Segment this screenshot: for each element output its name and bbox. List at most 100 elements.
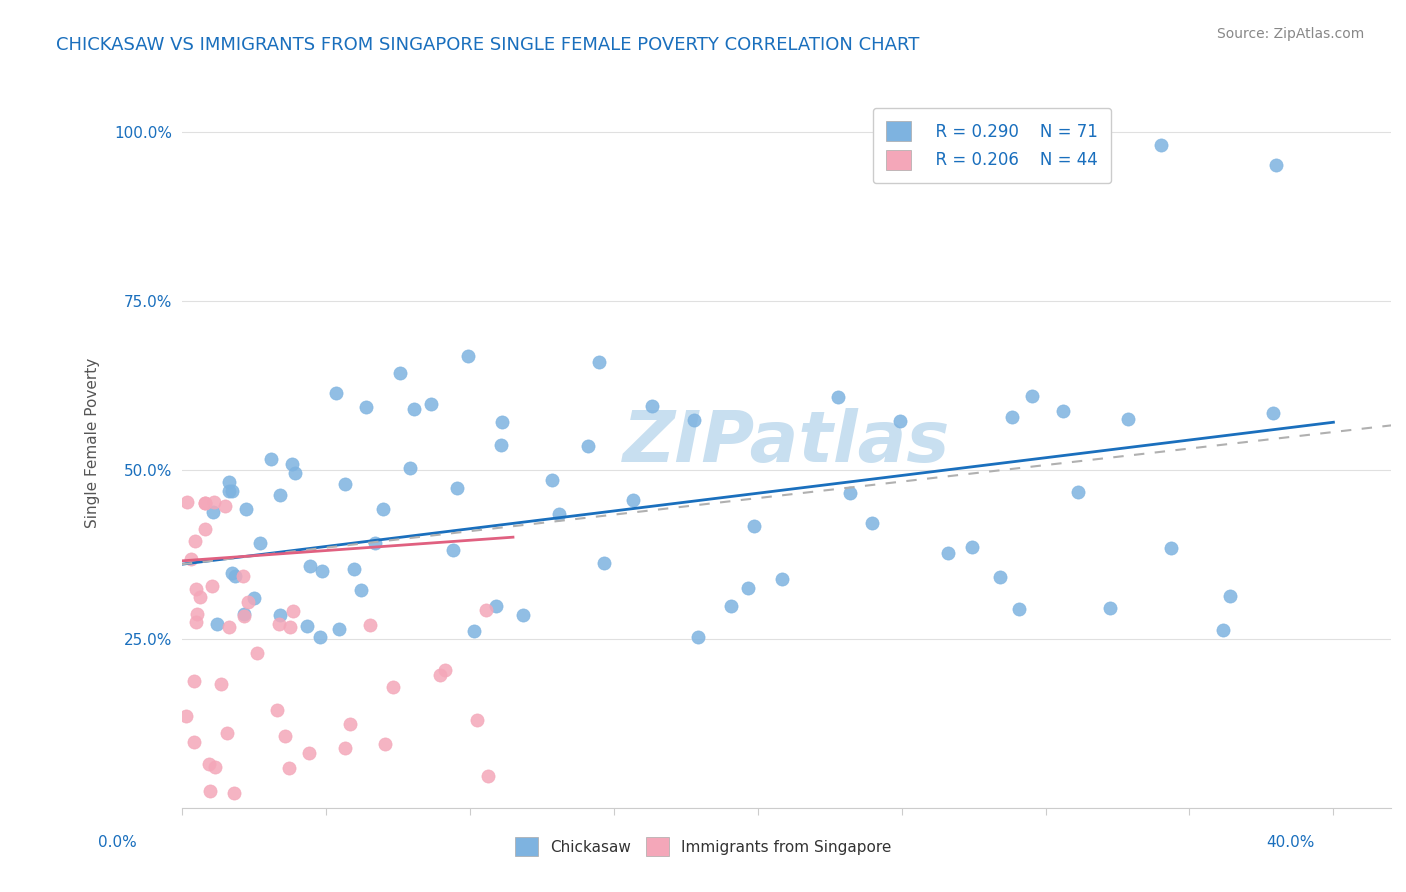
Point [198,756,221,771]
Text: Source: ZipAtlas.com: Source: ZipAtlas.com [1216,27,1364,41]
Point [512,608,534,623]
Point [467,713,489,727]
Point [183,734,205,748]
Point [827,390,849,404]
Point [489,438,512,452]
Point [402,401,425,416]
Point [273,730,295,744]
Point [374,737,396,751]
Point [278,620,301,634]
Point [988,570,1011,584]
Point [399,460,422,475]
Point [333,476,356,491]
Point [298,746,321,760]
Point [742,518,765,533]
Point [200,784,222,798]
Point [373,501,395,516]
Point [188,591,211,605]
Point [592,556,614,570]
Point [491,415,513,429]
Point [214,500,236,514]
Point [938,546,960,560]
Point [194,496,217,510]
Point [218,619,240,633]
Point [221,483,243,498]
Point [389,367,412,381]
Point [457,349,479,363]
Point [183,534,205,549]
Point [720,599,742,614]
Point [201,579,224,593]
Text: 0.0%: 0.0% [98,836,138,850]
Point [202,505,225,519]
Point [328,622,350,636]
Point [207,616,229,631]
Point [224,786,246,800]
Point [277,761,299,775]
Point [343,562,366,576]
Point [246,646,269,660]
Point [682,413,704,427]
Point [1264,158,1286,172]
Point [221,566,243,580]
Point [269,608,291,623]
Point [194,522,217,536]
Point [243,591,266,606]
Point [1160,541,1182,556]
Point [224,568,246,582]
Point [325,385,347,400]
Point [193,496,215,510]
Point [541,473,564,487]
Point [350,582,373,597]
Point [260,451,283,466]
Point [434,663,457,677]
Point [202,495,225,509]
Point [1021,389,1043,403]
Point [283,604,305,618]
Point [232,569,254,583]
Point [1052,403,1074,417]
Point [311,565,333,579]
Point [1067,485,1090,500]
Point [1008,602,1031,616]
Point [176,495,198,509]
Point [233,607,256,622]
Point [281,457,304,471]
Point [218,475,240,490]
Point [960,541,983,555]
Point [485,599,508,613]
Text: CHICKASAW VS IMMIGRANTS FROM SINGAPORE SINGLE FEMALE POVERTY CORRELATION CHART: CHICKASAW VS IMMIGRANTS FROM SINGAPORE S… [56,36,920,54]
Point [339,717,361,731]
Point [889,414,911,428]
Point [838,485,860,500]
Point [737,581,759,595]
Point [284,466,307,480]
Point [770,572,793,586]
Point [429,667,451,681]
Point [232,609,254,624]
Legend:   R = 0.290    N = 71,   R = 0.206    N = 44: R = 0.290 N = 71, R = 0.206 N = 44 [873,108,1111,184]
Point [174,708,197,723]
Point [269,488,291,502]
Point [266,704,288,718]
Point [235,502,257,516]
Point [547,507,569,521]
Point [688,630,710,644]
Y-axis label: Single Female Poverty: Single Female Poverty [86,358,100,528]
Point [446,481,468,495]
Point [183,673,205,688]
Point [186,607,208,621]
Point [1099,600,1122,615]
Point [588,355,610,369]
Point [299,558,322,573]
Legend: Chickasaw, Immigrants from Singapore: Chickasaw, Immigrants from Singapore [509,831,897,862]
Point [267,616,290,631]
Point [180,551,202,566]
Point [621,493,644,508]
Point [474,603,496,617]
Point [218,483,240,498]
Point [477,769,499,783]
Point [1212,623,1234,637]
Point [204,760,226,774]
Point [186,615,208,630]
